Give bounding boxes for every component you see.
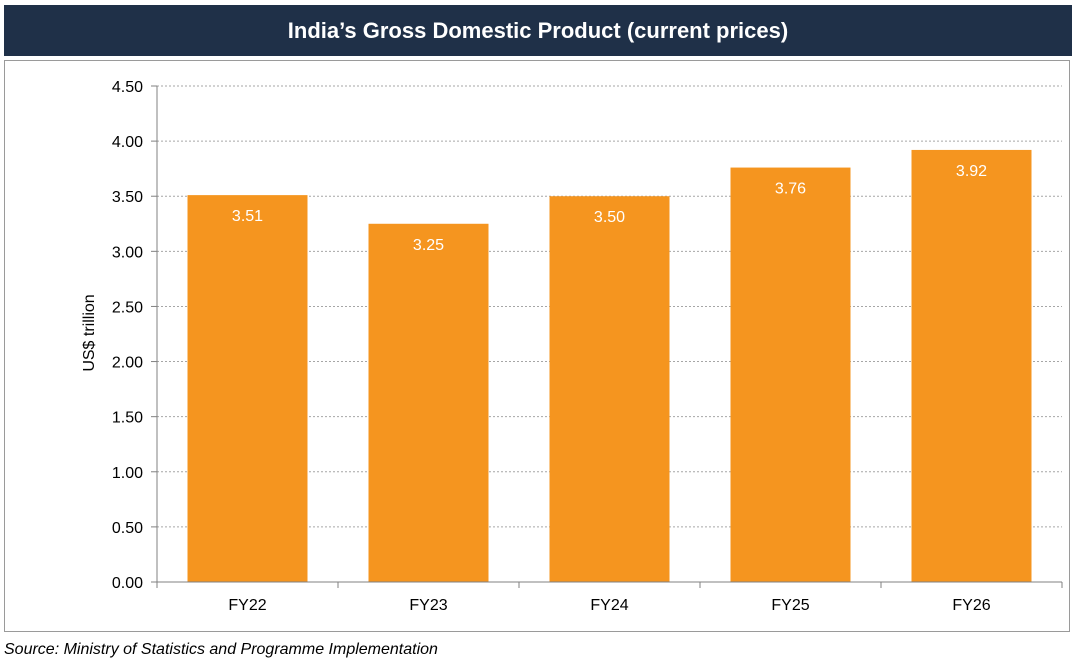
bar [730,167,851,582]
y-tick-label: 0.00 [112,575,143,592]
data-label: 3.25 [413,237,444,254]
data-label: 3.51 [232,208,263,225]
chart-title: India’s Gross Domestic Product (current … [287,17,789,43]
bar [368,223,489,582]
chart-frame [4,60,1070,632]
bars: 3.51 3.25 3.50 3.76 3.92 [187,149,1032,582]
bar [187,195,308,582]
data-label: 3.92 [956,163,987,180]
axes: 0.00 0.50 1.00 1.50 2.00 2.50 3.00 3.50 4.00 4.50… [112,79,1063,614]
y-tick-label: 4.00 [112,134,143,151]
chart-title-banner: India’s Gross Domestic Product (current … [4,5,1072,56]
bar [549,196,670,582]
y-tick-label: 1.50 [112,410,143,427]
y-tick-label: 3.00 [112,244,143,261]
data-label: 3.50 [594,209,625,226]
source-note: Source: Ministry of Statistics and Progr… [4,641,438,658]
x-tick-label: FY26 [952,597,990,614]
y-tick-label: 1.00 [112,465,143,482]
x-tick-label: FY23 [409,597,447,614]
y-tick-label: 4.50 [112,79,143,96]
x-tick-label: FY25 [771,597,809,614]
y-tick-label: 2.00 [112,355,143,372]
x-tick-label: FY24 [590,597,628,614]
y-tick-label: 0.50 [112,520,143,537]
data-label: 3.76 [775,181,806,198]
y-tick-label: 3.50 [112,189,143,206]
y-axis-label: US$ trillion [81,294,98,371]
x-tick-label: FY22 [228,597,266,614]
bar [911,149,1032,582]
y-tick-label: 2.50 [112,299,143,316]
